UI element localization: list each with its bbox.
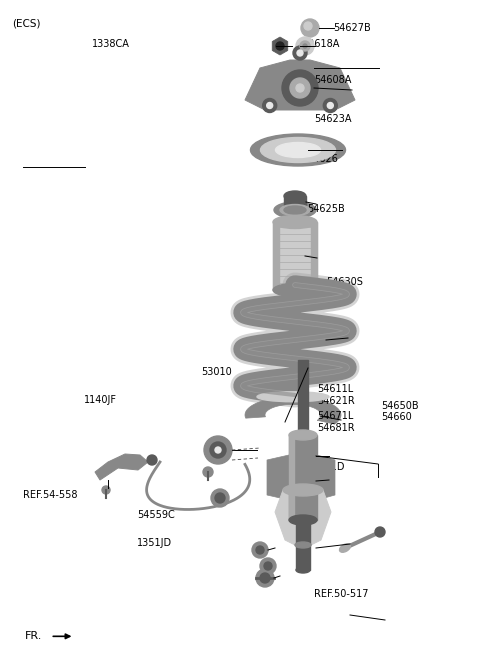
- Ellipse shape: [280, 205, 310, 216]
- Circle shape: [282, 70, 318, 106]
- Text: 62618A: 62618A: [302, 39, 340, 49]
- Text: 54625B: 54625B: [307, 203, 345, 214]
- Circle shape: [204, 436, 232, 464]
- Ellipse shape: [261, 138, 336, 163]
- Circle shape: [147, 455, 157, 465]
- Polygon shape: [95, 454, 148, 480]
- Circle shape: [203, 467, 213, 477]
- Text: 54561D: 54561D: [306, 462, 345, 472]
- Text: 54650B
54660: 54650B 54660: [382, 401, 419, 422]
- Bar: [298, 360, 308, 435]
- Text: 54630S: 54630S: [326, 277, 363, 287]
- Ellipse shape: [339, 544, 350, 552]
- Text: 54633: 54633: [322, 327, 352, 338]
- Circle shape: [215, 493, 225, 503]
- Text: 54627B: 54627B: [334, 23, 372, 33]
- Text: 54611L
54621R: 54611L 54621R: [317, 384, 355, 405]
- Polygon shape: [245, 60, 355, 110]
- Text: 53010: 53010: [202, 367, 232, 377]
- Polygon shape: [317, 455, 335, 500]
- Circle shape: [303, 44, 307, 48]
- Ellipse shape: [296, 567, 310, 573]
- Circle shape: [210, 442, 226, 458]
- Bar: [284, 196, 306, 210]
- Ellipse shape: [289, 515, 317, 525]
- Bar: [273, 222, 317, 290]
- Text: REF.50-517: REF.50-517: [314, 589, 369, 600]
- Circle shape: [215, 447, 221, 453]
- Circle shape: [297, 50, 303, 56]
- Bar: [289, 435, 294, 520]
- Ellipse shape: [257, 392, 329, 401]
- Circle shape: [263, 98, 276, 112]
- Circle shape: [296, 37, 314, 55]
- Circle shape: [324, 98, 337, 112]
- Ellipse shape: [251, 134, 346, 166]
- Text: 1351JD: 1351JD: [137, 538, 172, 548]
- Circle shape: [293, 46, 307, 60]
- Text: 54626: 54626: [307, 154, 338, 165]
- Polygon shape: [267, 455, 289, 500]
- Circle shape: [301, 19, 319, 37]
- Bar: [289, 435, 317, 520]
- Ellipse shape: [284, 191, 306, 201]
- Ellipse shape: [273, 283, 317, 297]
- Circle shape: [290, 78, 310, 98]
- Circle shape: [256, 546, 264, 554]
- Circle shape: [276, 42, 284, 50]
- Bar: [296, 520, 310, 570]
- Circle shape: [256, 569, 274, 587]
- Circle shape: [260, 558, 276, 574]
- Polygon shape: [275, 490, 331, 545]
- Ellipse shape: [283, 484, 323, 496]
- Circle shape: [304, 22, 312, 30]
- Text: 1338CA: 1338CA: [92, 39, 130, 49]
- Ellipse shape: [295, 542, 311, 548]
- Circle shape: [264, 562, 272, 570]
- Circle shape: [252, 542, 268, 558]
- Ellipse shape: [274, 202, 316, 218]
- Text: (ECS): (ECS): [12, 18, 40, 28]
- Text: FR.: FR.: [25, 631, 42, 642]
- Text: 54608A: 54608A: [314, 75, 352, 85]
- Bar: [273, 222, 279, 290]
- Text: REF.54-558: REF.54-558: [23, 489, 78, 500]
- Circle shape: [102, 486, 110, 494]
- Circle shape: [267, 102, 273, 108]
- Ellipse shape: [276, 142, 321, 157]
- Text: 54671L
54681R: 54671L 54681R: [317, 411, 354, 432]
- Circle shape: [260, 573, 270, 583]
- Circle shape: [300, 41, 310, 51]
- Circle shape: [327, 102, 333, 108]
- Text: 54623A: 54623A: [314, 114, 352, 125]
- Circle shape: [211, 489, 229, 507]
- Text: 54559C: 54559C: [137, 510, 175, 520]
- Bar: [311, 222, 317, 290]
- Circle shape: [375, 527, 385, 537]
- Text: 1140JF: 1140JF: [84, 395, 117, 405]
- Polygon shape: [272, 37, 288, 55]
- Circle shape: [296, 84, 304, 92]
- Ellipse shape: [289, 430, 317, 440]
- Ellipse shape: [273, 216, 317, 228]
- Ellipse shape: [284, 206, 306, 214]
- Polygon shape: [245, 397, 341, 424]
